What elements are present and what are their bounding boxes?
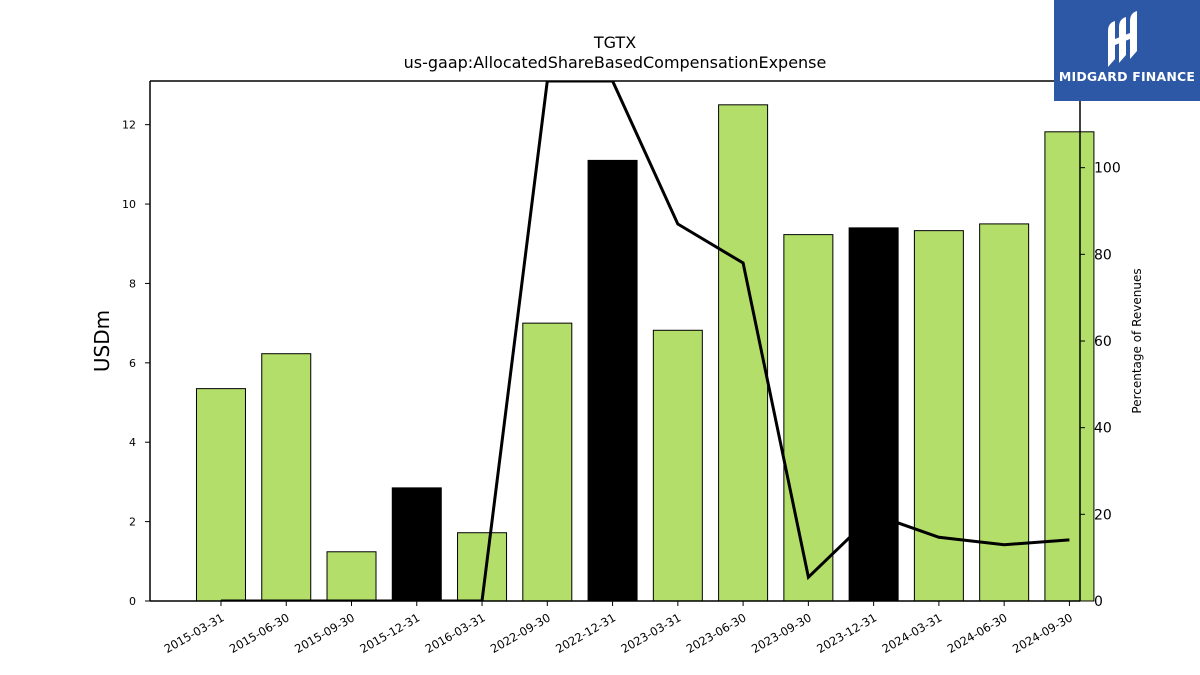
bar (848, 227, 899, 602)
x-tick-label: 2024-06-30 (945, 610, 1010, 656)
y2-tick-label: 60 (1094, 334, 1112, 350)
y2-axis-label: Percentage of Revenues (1130, 268, 1144, 413)
bar (326, 551, 377, 602)
chart-subtitle: us-gaap:AllocatedShareBasedCompensationE… (404, 53, 827, 72)
bar (195, 388, 246, 602)
x-tick-label: 2023-12-31 (814, 610, 879, 656)
bar (1044, 131, 1095, 602)
bar (783, 234, 834, 602)
y2-tick-label: 100 (1094, 161, 1121, 177)
x-tick-label: 2023-06-30 (684, 610, 749, 656)
y-tick-label: 8 (129, 277, 136, 290)
x-tick-label: 2024-09-30 (1010, 610, 1075, 656)
midgard-logo: MIDGARD FINANCE (1054, 0, 1200, 101)
y2-tick-label: 0 (1094, 594, 1103, 610)
x-tick-label: 2015-12-31 (357, 610, 422, 656)
y-tick-label: 2 (129, 516, 136, 529)
percentage-line (221, 81, 1070, 601)
bar (522, 322, 573, 602)
chart-title: TGTX (593, 33, 636, 52)
bar (979, 223, 1030, 602)
y-tick-label: 12 (122, 119, 136, 132)
y-tick-label: 6 (129, 357, 136, 370)
bar (652, 329, 703, 602)
bar (587, 159, 638, 602)
bar-group (195, 104, 1095, 602)
y-tick-label: 4 (129, 436, 136, 449)
y2-tick-label: 40 (1094, 421, 1112, 437)
logo-text: MIDGARD FINANCE (1058, 69, 1196, 84)
bar (913, 230, 964, 602)
x-tick-label: 2015-03-31 (162, 610, 227, 656)
x-tick-label: 2022-12-31 (553, 610, 618, 656)
bar (261, 353, 312, 602)
y-tick-label: 0 (129, 595, 136, 608)
y-tick-label: 10 (122, 198, 136, 211)
x-tick-label: 2022-09-30 (488, 610, 553, 656)
y-axis-label: USDm (90, 310, 114, 372)
bar (718, 104, 769, 602)
x-tick-label: 2016-03-31 (423, 610, 488, 656)
x-tick-label: 2023-03-31 (618, 610, 683, 656)
bar (391, 487, 442, 602)
x-tick-label: 2015-09-30 (292, 610, 357, 656)
x-tick-label: 2024-03-31 (880, 610, 945, 656)
x-tick-label: 2023-09-30 (749, 610, 814, 656)
y2-tick-label: 80 (1094, 247, 1112, 263)
x-tick-label: 2015-06-30 (227, 610, 292, 656)
midgard-logo-icon (1108, 11, 1137, 67)
y2-tick-label: 20 (1094, 507, 1112, 523)
